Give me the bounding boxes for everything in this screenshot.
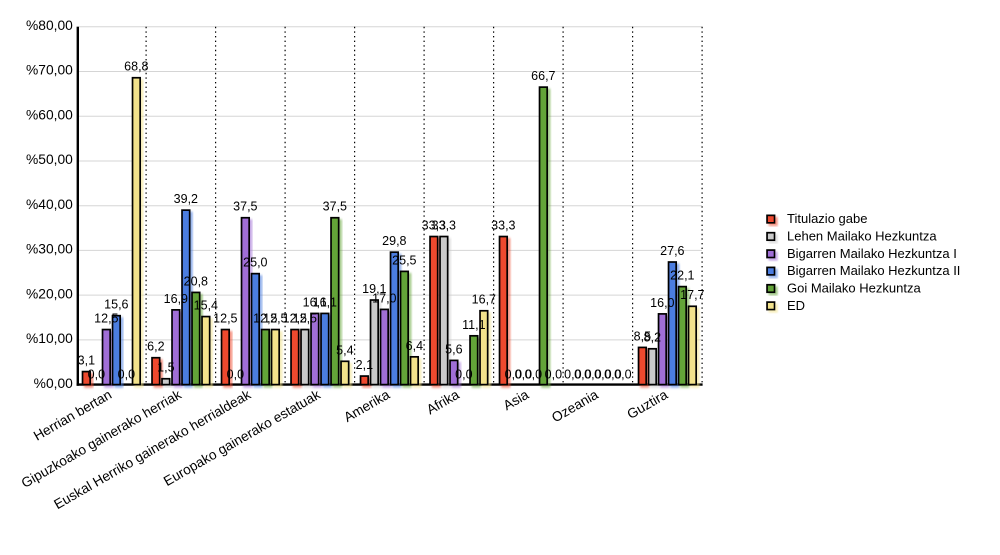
svg-text:33,3: 33,3 — [432, 218, 456, 232]
svg-text:0,0: 0,0 — [574, 367, 591, 381]
svg-text:16,1: 16,1 — [313, 295, 337, 309]
svg-text:ED: ED — [787, 298, 805, 313]
svg-text:12,5: 12,5 — [94, 311, 118, 325]
svg-text:25,5: 25,5 — [392, 253, 416, 267]
svg-text:%20,00: %20,00 — [26, 286, 73, 301]
svg-text:12,5: 12,5 — [283, 311, 307, 325]
svg-text:0,0: 0,0 — [88, 367, 105, 381]
svg-text:%40,00: %40,00 — [26, 197, 73, 212]
svg-text:15,6: 15,6 — [104, 298, 128, 312]
svg-text:12,5: 12,5 — [293, 311, 317, 325]
svg-text:0,0: 0,0 — [614, 367, 631, 381]
svg-text:29,8: 29,8 — [382, 234, 406, 248]
svg-text:11,1: 11,1 — [462, 318, 485, 332]
svg-text:8,2: 8,2 — [644, 331, 661, 345]
svg-text:12,5: 12,5 — [213, 311, 237, 325]
svg-text:0,0: 0,0 — [604, 367, 621, 381]
svg-text:25,0: 25,0 — [243, 256, 267, 270]
svg-text:0,0: 0,0 — [227, 367, 244, 381]
svg-text:16,9: 16,9 — [164, 292, 188, 306]
svg-text:37,5: 37,5 — [323, 200, 347, 214]
svg-text:17,0: 17,0 — [372, 291, 396, 305]
svg-text:17,7: 17,7 — [680, 288, 704, 302]
svg-text:%60,00: %60,00 — [26, 107, 73, 122]
svg-text:0,0: 0,0 — [515, 367, 532, 381]
svg-text:Bigarren Mailako Hezkuntza I: Bigarren Mailako Hezkuntza I — [787, 246, 957, 261]
svg-text:33,3: 33,3 — [422, 218, 446, 232]
svg-text:Bigarren Mailako Hezkuntza II: Bigarren Mailako Hezkuntza II — [787, 263, 960, 278]
svg-text:%70,00: %70,00 — [26, 63, 73, 78]
svg-text:16,1: 16,1 — [303, 295, 327, 309]
svg-text:16,7: 16,7 — [472, 293, 496, 307]
svg-text:0,0: 0,0 — [505, 367, 522, 381]
svg-text:%30,00: %30,00 — [26, 242, 73, 257]
svg-text:20,8: 20,8 — [184, 274, 208, 288]
svg-text:8,5: 8,5 — [634, 329, 651, 343]
svg-text:0,0: 0,0 — [455, 367, 472, 381]
svg-text:39,2: 39,2 — [174, 192, 198, 206]
svg-text:2,1: 2,1 — [356, 358, 373, 372]
svg-text:0,0: 0,0 — [525, 367, 542, 381]
svg-text:12,5: 12,5 — [253, 311, 277, 325]
svg-text:15,4: 15,4 — [194, 299, 218, 313]
svg-text:66,7: 66,7 — [531, 69, 555, 83]
svg-text:27,6: 27,6 — [660, 244, 684, 258]
svg-text:Titulazio gabe: Titulazio gabe — [787, 211, 867, 226]
svg-text:0,0: 0,0 — [584, 367, 601, 381]
svg-text:0,0: 0,0 — [545, 367, 562, 381]
svg-text:22,1: 22,1 — [670, 269, 694, 283]
svg-text:33,3: 33,3 — [491, 218, 515, 232]
svg-text:%0,00: %0,00 — [34, 376, 73, 391]
svg-text:%10,00: %10,00 — [26, 331, 73, 346]
svg-text:6,2: 6,2 — [147, 340, 164, 354]
svg-text:6,4: 6,4 — [406, 339, 423, 353]
svg-text:19,1: 19,1 — [362, 282, 386, 296]
svg-text:0,0: 0,0 — [564, 367, 581, 381]
svg-text:Lehen Mailako Hezkuntza: Lehen Mailako Hezkuntza — [787, 228, 937, 243]
svg-text:68,8: 68,8 — [124, 60, 148, 74]
svg-text:3,1: 3,1 — [78, 354, 95, 368]
svg-text:%50,00: %50,00 — [26, 152, 73, 167]
svg-text:37,5: 37,5 — [233, 200, 257, 214]
svg-text:0,0: 0,0 — [118, 367, 135, 381]
svg-text:5,6: 5,6 — [445, 342, 462, 356]
svg-text:5,4: 5,4 — [336, 343, 353, 357]
svg-text:%80,00: %80,00 — [26, 18, 73, 33]
svg-text:12,5: 12,5 — [263, 311, 287, 325]
svg-text:16,0: 16,0 — [650, 296, 674, 310]
svg-text:0,0: 0,0 — [594, 367, 611, 381]
svg-text:Goi Mailako Hezkuntza: Goi Mailako Hezkuntza — [787, 281, 921, 296]
svg-text:1,5: 1,5 — [157, 361, 174, 375]
